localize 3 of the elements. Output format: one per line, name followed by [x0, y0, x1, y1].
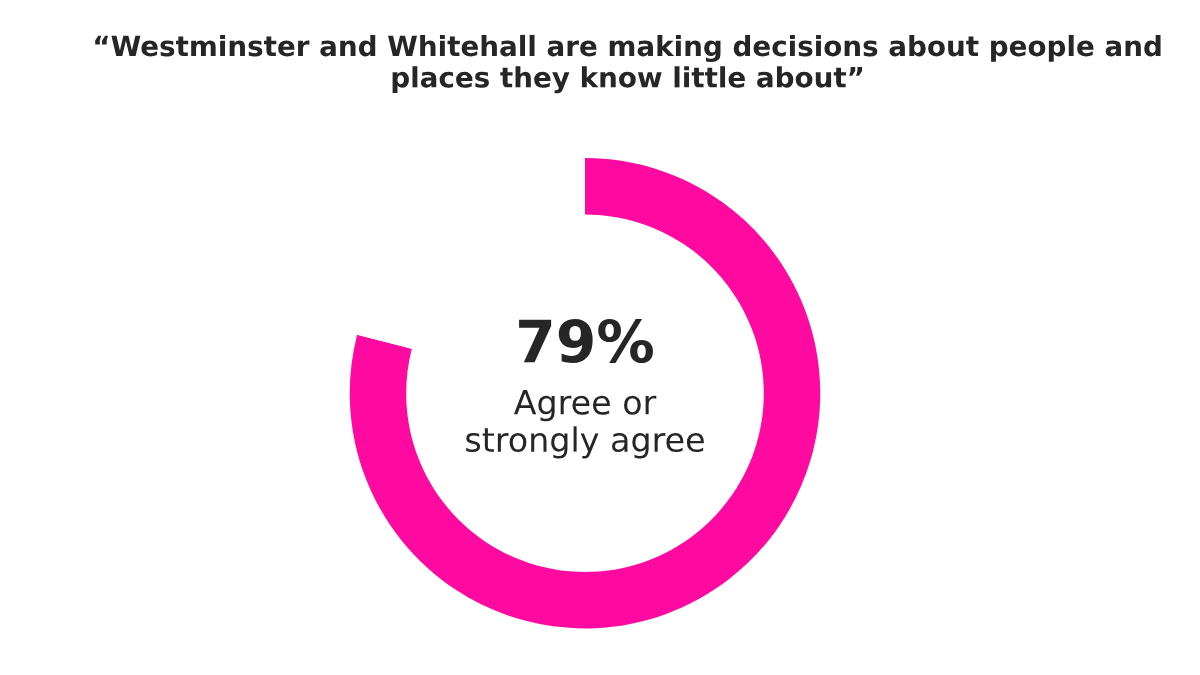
data-label: 79%	[519, 318, 653, 364]
chart-title: “Westminster and Whitehall are making decisions about people and places they know little about”	[95, 34, 1161, 94]
slice-label: Agree or strongly agree	[466, 390, 704, 459]
